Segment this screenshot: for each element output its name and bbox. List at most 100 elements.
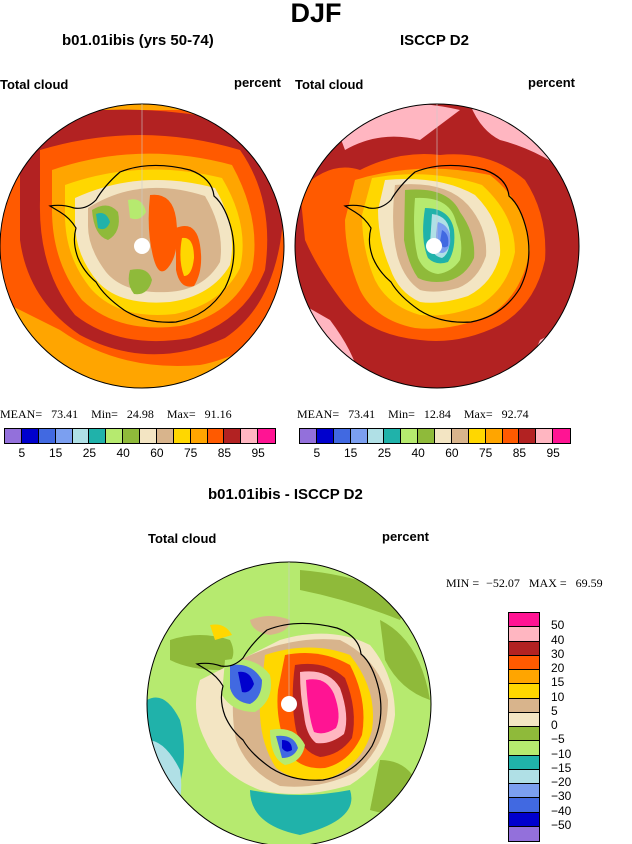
season-title: DJF: [290, 0, 342, 28]
colorbar-tick-label: 75: [183, 446, 198, 460]
colorbar-swatch: [5, 429, 22, 443]
left-panel-title: b01.01ibis (yrs 50-74): [62, 32, 214, 49]
colorbar-tick-label: −5: [551, 732, 565, 747]
left-mean-value: 73.41: [51, 407, 79, 421]
colorbar-swatch: [553, 429, 570, 443]
colorbar-swatch: [156, 429, 174, 443]
colorbar-swatch: [316, 429, 334, 443]
colorbar-tick-label: −50: [551, 817, 572, 832]
colorbar-tick-label: 15: [48, 446, 63, 460]
right-units-label: percent: [528, 75, 575, 90]
colorbar-tick-label: 30: [551, 646, 565, 661]
colorbar-tick-label: 85: [512, 446, 527, 460]
left-pole-hole: [134, 238, 150, 254]
right-stats: MEAN= 73.41 Min= 12.84 Max= 92.74: [297, 407, 529, 422]
right-panel-title: ISCCP D2: [400, 32, 469, 49]
colorbar-swatch: [509, 670, 539, 685]
colorbar-swatch: [509, 712, 539, 727]
colorbar-swatch: [435, 429, 452, 443]
colorbar-tick-label: 25: [377, 446, 392, 460]
colorbar-swatch: [451, 429, 469, 443]
colorbar-tick-label: −10: [551, 746, 572, 761]
colorbar-swatch: [384, 429, 402, 443]
colorbar-swatch: [519, 429, 537, 443]
diff-antarctica-coastline: [195, 622, 382, 781]
diff-min-label: MIN =: [446, 576, 480, 590]
colorbar-swatch: [89, 429, 107, 443]
colorbar-tick-label: 60: [445, 446, 459, 460]
diff-stats: MIN = −52.07 MAX = 69.59: [446, 576, 603, 591]
colorbar-swatch: [173, 429, 191, 443]
colorbar-swatch: [258, 429, 275, 443]
right-colorbar: [299, 428, 571, 444]
colorbar-tick-label: 85: [217, 446, 232, 460]
colorbar-tick-label: 40: [551, 632, 565, 647]
colorbar-swatch: [72, 429, 90, 443]
colorbar-tick-label: 15: [551, 675, 565, 690]
colorbar-swatch: [509, 741, 539, 756]
left-cloud-map: [0, 104, 284, 388]
diff-panel-title: b01.01ibis - ISCCP D2: [208, 486, 363, 503]
right-min-label: Min=: [388, 407, 415, 421]
colorbar-swatch: [418, 429, 435, 443]
colorbar-swatch: [241, 429, 259, 443]
colorbar-swatch: [333, 429, 351, 443]
diff-pole-hole: [281, 696, 297, 712]
colorbar-swatch: [468, 429, 486, 443]
colorbar-tick-label: 50: [551, 618, 565, 633]
colorbar-swatch: [509, 727, 539, 742]
right-pole-hole: [426, 238, 442, 254]
colorbar-tick-label: 5: [313, 446, 321, 460]
right-antarctica-coastline: [343, 164, 530, 323]
colorbar-swatch: [509, 826, 539, 841]
colorbar-swatch: [300, 429, 317, 443]
colorbar-swatch: [509, 698, 539, 713]
colorbar-swatch: [106, 429, 124, 443]
colorbar-swatch: [509, 627, 539, 642]
left-stats: MEAN= 73.41 Min= 24.98 Max= 91.16: [0, 407, 232, 422]
colorbar-tick-label: 40: [411, 446, 425, 460]
colorbar-swatch: [38, 429, 56, 443]
colorbar-swatch: [224, 429, 242, 443]
colorbar-tick-label: 0: [551, 718, 558, 732]
colorbar-tick-label: 75: [478, 446, 493, 460]
right-mean-value: 73.41: [348, 407, 376, 421]
left-min-label: Min=: [91, 407, 118, 421]
colorbar-swatch: [55, 429, 73, 443]
colorbar-tick-label: −15: [551, 760, 572, 775]
left-units-label: percent: [234, 75, 281, 90]
left-colorbar: [4, 428, 276, 444]
colorbar-swatch: [509, 684, 539, 699]
colorbar-tick-label: 95: [546, 446, 560, 460]
colorbar-swatch: [509, 641, 539, 656]
colorbar-swatch: [190, 429, 208, 443]
left-max-label: Max=: [166, 407, 196, 421]
right-mean-label: MEAN=: [297, 407, 340, 421]
colorbar-tick-label: 25: [82, 446, 97, 460]
colorbar-tick-label: 95: [251, 446, 265, 460]
colorbar-swatch: [350, 429, 368, 443]
colorbar-swatch: [123, 429, 140, 443]
colorbar-tick-label: −20: [551, 775, 572, 789]
colorbar-tick-label: 5: [18, 446, 26, 460]
colorbar-swatch: [140, 429, 157, 443]
colorbar-swatch: [509, 769, 539, 784]
colorbar-swatch: [401, 429, 419, 443]
colorbar-swatch: [509, 812, 539, 827]
colorbar-tick-label: −40: [551, 803, 572, 818]
colorbar-swatch: [502, 429, 520, 443]
right-min-value: 12.84: [423, 407, 451, 421]
colorbar-tick-label: 10: [551, 689, 565, 704]
left-mean-label: MEAN=: [0, 407, 43, 421]
left-antarctica-coastline: [48, 164, 235, 323]
colorbar-swatch: [509, 655, 539, 670]
colorbar-swatch: [509, 798, 539, 813]
colorbar-tick-label: −30: [551, 789, 572, 804]
colorbar-swatch: [207, 429, 225, 443]
colorbar-swatch: [367, 429, 385, 443]
right-variable-label: Total cloud: [295, 77, 364, 92]
diff-units-label: percent: [382, 529, 429, 544]
colorbar-tick-label: 60: [150, 446, 164, 460]
diff-colorbar: [508, 612, 540, 842]
